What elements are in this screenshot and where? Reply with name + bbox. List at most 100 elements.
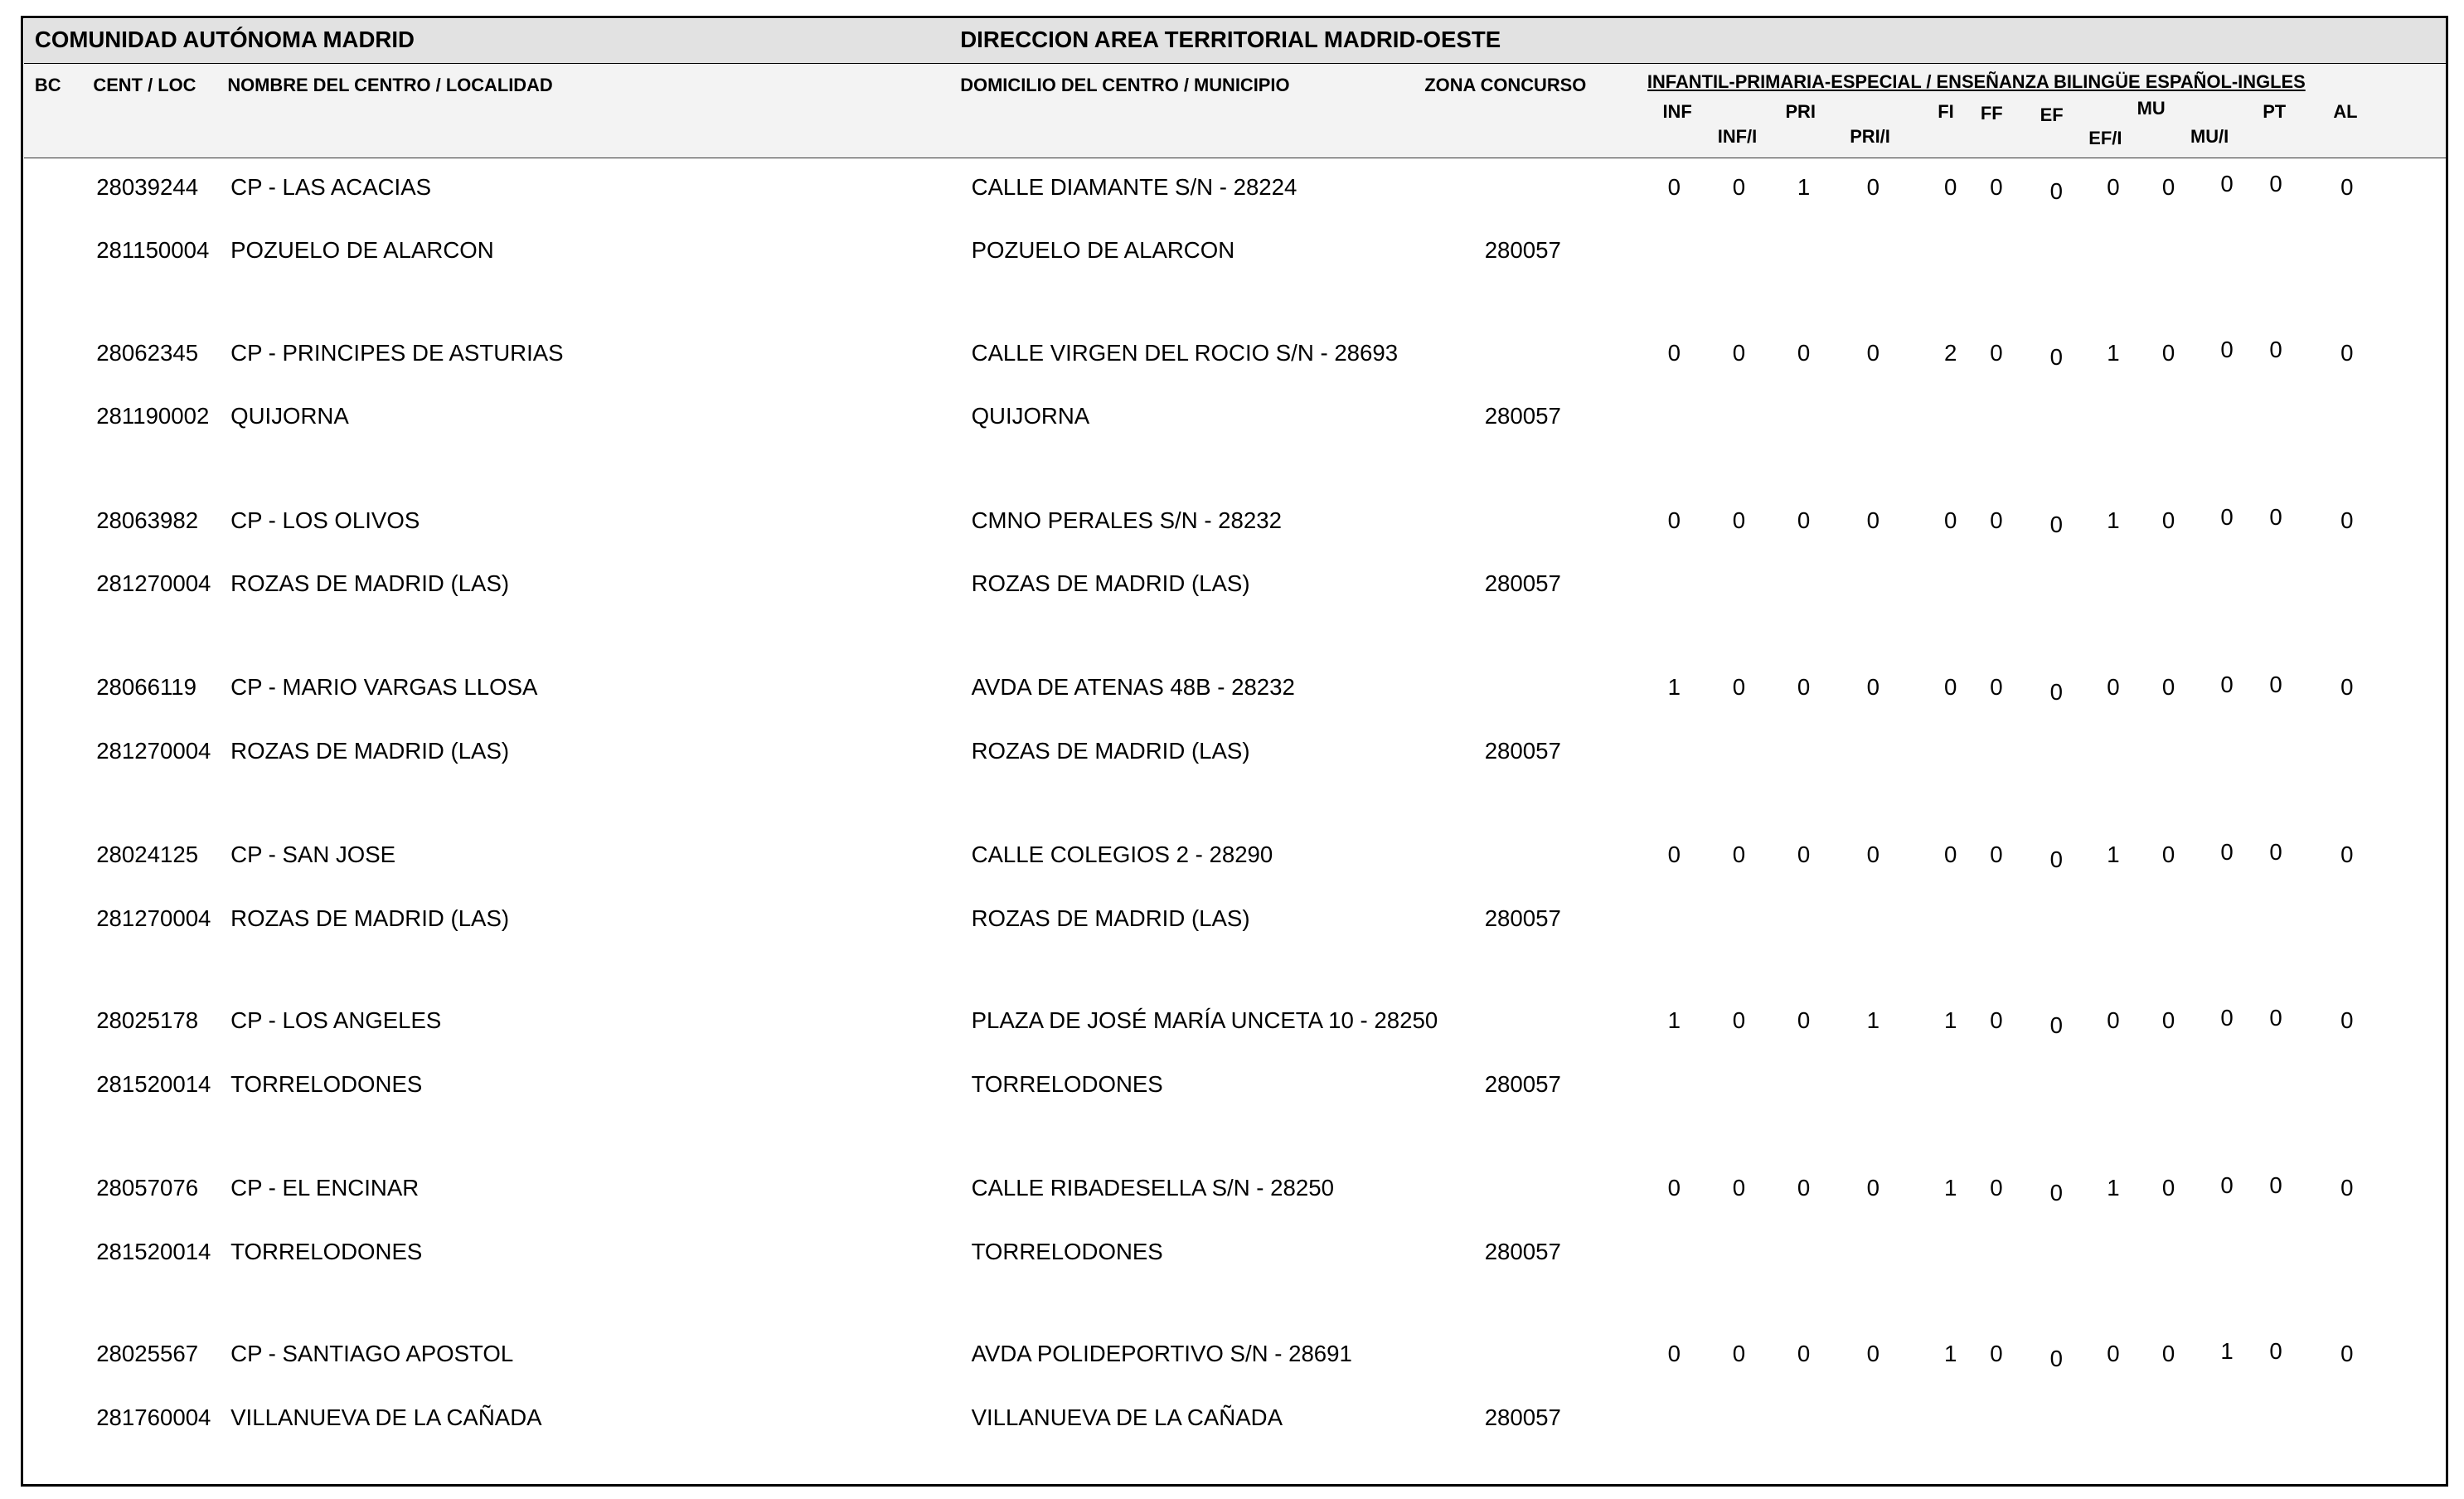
col-group-infantil: INFANTIL-PRIMARIA-ESPECIAL / ENSEÑANZA B… [1647,70,2306,92]
municipality: ROZAS DE MADRID (LAS) [971,905,1250,931]
value-fi: 0 [1943,842,1957,868]
locality-name: ROZAS DE MADRID (LAS) [230,570,510,596]
value-al: 0 [2340,1175,2354,1201]
value-pt: 0 [2269,503,2282,530]
value-ef-i: 0 [2107,173,2120,200]
value-ff: 0 [1990,1175,2003,1201]
value-al: 0 [2340,173,2354,200]
center-name: CP - LOS OLIVOS [230,507,420,533]
value-inf-i: 0 [1732,1341,1746,1367]
zona-concurso: 280057 [1484,236,1561,263]
value-pri-i: 0 [1866,507,1880,533]
value-ef-i: 0 [2107,674,2120,701]
center-name: CP - SAN JOSE [230,842,396,868]
center-code: 28025178 [96,1007,199,1034]
locality-name: ROZAS DE MADRID (LAS) [230,905,510,931]
subcol-pt: PT [2263,100,2287,122]
value-mu: 0 [2161,339,2175,366]
value-ef: 0 [2049,679,2063,706]
value-mu-i: 0 [2220,503,2234,530]
zona-concurso: 280057 [1484,402,1561,429]
municipality: VILLANUEVA DE LA CAÑADA [971,1404,1283,1430]
col-bc: BC [34,74,61,95]
value-pt: 0 [2269,1172,2282,1198]
value-fi: 1 [1943,1175,1957,1201]
value-pri: 0 [1797,842,1811,868]
subcol-mu: MU [2137,98,2166,119]
value-ff: 0 [1990,1341,2003,1367]
value-pri-i: 0 [1866,674,1880,701]
center-code: 28063982 [96,507,199,533]
area-title: DIRECCION AREA TERRITORIAL MADRID-OESTE [960,27,1501,53]
zona-concurso: 280057 [1484,570,1561,596]
value-mu: 0 [2161,507,2175,533]
center-name: CP - LOS ANGELES [230,1007,442,1034]
value-mu-i: 0 [2220,1172,2234,1198]
value-al: 0 [2340,339,2354,366]
subcol-pri-i: PRI/I [1850,126,1890,148]
subcol-ff: FF [1980,102,2003,124]
value-al: 0 [2340,674,2354,701]
locality-name: ROZAS DE MADRID (LAS) [230,737,510,764]
value-ff: 0 [1990,173,2003,200]
value-pri: 0 [1797,1175,1811,1201]
locality-code: 281520014 [96,1238,211,1264]
center-code: 28039244 [96,173,199,200]
center-name: CP - LAS ACACIAS [230,173,432,200]
value-pt: 0 [2269,671,2282,697]
col-cent-loc: CENT / LOC [93,74,196,95]
value-ef-i: 0 [2107,1341,2120,1367]
locality-code: 281270004 [96,905,211,931]
locality-name: POZUELO DE ALARCON [230,236,494,263]
value-pri-i: 0 [1866,1175,1880,1201]
value-ef: 0 [2049,512,2063,538]
value-fi: 1 [1943,1007,1957,1034]
region-title: COMUNIDAD AUTÓNOMA MADRID [34,27,415,53]
value-inf-i: 0 [1732,674,1746,701]
center-address: PLAZA DE JOSÉ MARÍA UNCETA 10 - 28250 [971,1007,1438,1034]
value-inf-i: 0 [1732,842,1746,868]
value-mu: 0 [2161,1175,2175,1201]
locality-name: TORRELODONES [230,1070,423,1097]
value-ff: 0 [1990,339,2003,366]
subcol-ef-i: EF/I [2088,128,2122,149]
value-inf: 1 [1667,674,1681,701]
value-mu-i: 1 [2220,1337,2234,1364]
zona-concurso: 280057 [1484,1404,1561,1430]
value-al: 0 [2340,1341,2354,1367]
center-code: 28024125 [96,842,199,868]
col-domicilio: DOMICILIO DEL CENTRO / MUNICIPIO [960,74,1290,95]
value-mu-i: 0 [2220,1004,2234,1031]
value-ef: 0 [2049,1180,2063,1206]
subcol-pri: PRI [1785,100,1816,122]
value-fi: 2 [1943,339,1957,366]
value-ef: 0 [2049,1346,2063,1372]
value-ef-i: 1 [2107,842,2120,868]
value-ef: 0 [2049,178,2063,205]
locality-code: 281150004 [96,236,210,263]
center-name: CP - MARIO VARGAS LLOSA [230,674,538,701]
municipality: ROZAS DE MADRID (LAS) [971,737,1250,764]
subcol-al: AL [2333,100,2358,122]
value-pt: 0 [2269,170,2282,196]
value-fi: 0 [1943,507,1957,533]
value-pri-i: 0 [1866,842,1880,868]
value-pri-i: 1 [1866,1007,1880,1034]
municipality: POZUELO DE ALARCON [971,236,1235,263]
municipality: QUIJORNA [971,402,1090,429]
document-frame [20,16,2449,1487]
center-name: CP - SANTIAGO APOSTOL [230,1341,514,1367]
subcol-inf: INF [1662,100,1692,122]
value-inf-i: 0 [1732,1007,1746,1034]
value-inf: 0 [1667,1341,1681,1367]
center-address: CALLE RIBADESELLA S/N - 28250 [971,1175,1334,1201]
value-inf-i: 0 [1732,507,1746,533]
value-mu: 0 [2161,1341,2175,1367]
value-pri-i: 0 [1866,1341,1880,1367]
subcol-mu-i: MU/I [2190,126,2229,148]
center-address: AVDA DE ATENAS 48B - 28232 [971,674,1295,701]
value-mu-i: 0 [2220,170,2234,196]
value-pri: 0 [1797,1341,1811,1367]
value-pri: 0 [1797,339,1811,366]
center-address: CALLE DIAMANTE S/N - 28224 [971,173,1297,200]
